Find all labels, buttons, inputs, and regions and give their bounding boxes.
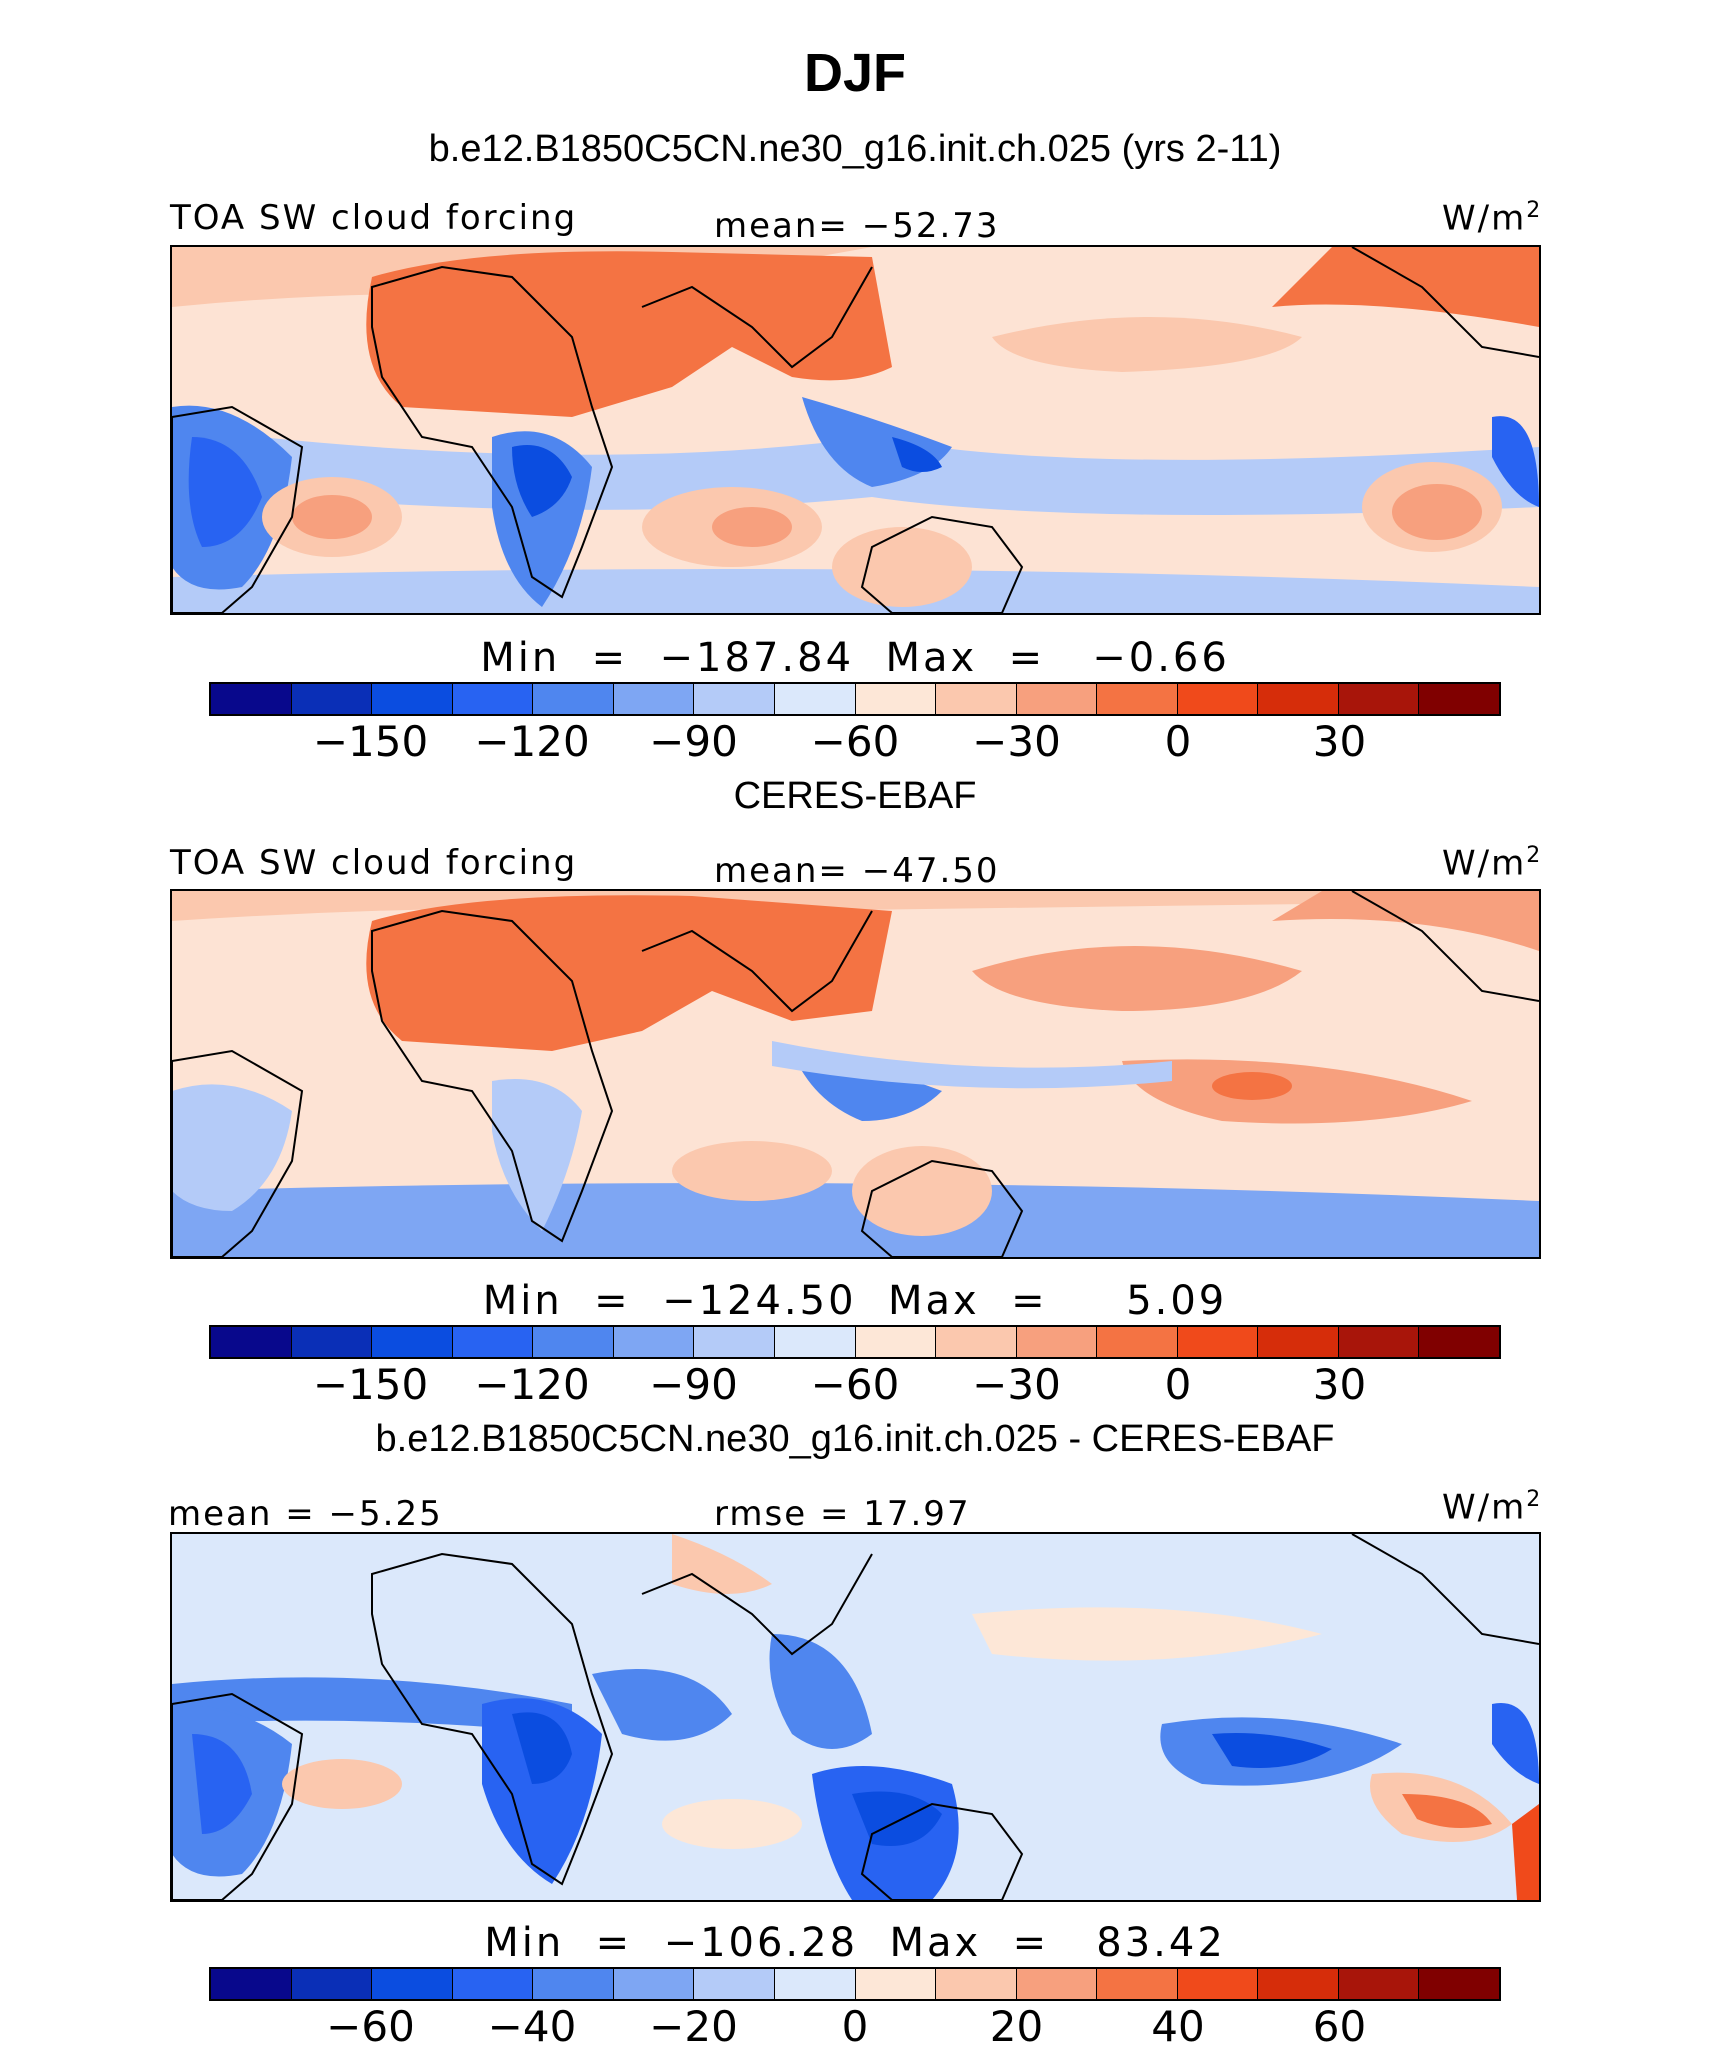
colorbar-cell (855, 1969, 937, 1999)
colorbar-tick-label: 0 (841, 2002, 869, 2051)
colorbar-tick-label: −30 (972, 717, 1061, 766)
colorbar-tick-label: 30 (1312, 717, 1367, 766)
colorbar-tick-label: −40 (487, 2002, 577, 2051)
panel-3-title: b.e12.B1850C5CN.ne30_g16.init.ch.025 - C… (375, 1418, 1335, 1460)
panel-2-colorbar (209, 1325, 1501, 1359)
colorbar-cell (774, 684, 856, 714)
colorbar-cell (1258, 1327, 1339, 1357)
colorbar-cell (694, 684, 775, 714)
panel-1-colorbar-ticks: −150 −120 −90 −60 −30 0 30 (209, 717, 1501, 766)
panel-3-colorbar-ticks: −60 −40 −20 0 20 40 60 (209, 2002, 1501, 2051)
colorbar-cell (1338, 684, 1420, 714)
colorbar-tick-label: 0 (1164, 717, 1192, 766)
panel-2-min-max: Min = −124.50 Max = 5.09 (482, 1278, 1228, 1324)
colorbar-tick-label: −120 (474, 717, 590, 766)
colorbar-cell (1016, 684, 1098, 714)
colorbar-cell (936, 684, 1017, 714)
panel-1-map (170, 245, 1541, 615)
colorbar-cell (855, 1327, 937, 1357)
colorbar-cell (533, 1327, 614, 1357)
colorbar-cell (533, 1969, 614, 1999)
colorbar-tick-label: −60 (810, 1360, 900, 1409)
colorbar-cell (694, 1327, 775, 1357)
colorbar-cell (372, 1327, 453, 1357)
panel-3-map (170, 1532, 1541, 1902)
panel-2-title: CERES-EBAF (733, 775, 977, 817)
colorbar-cell (613, 1969, 695, 1999)
colorbar-cell (1258, 684, 1339, 714)
colorbar-cell (291, 1327, 373, 1357)
panel-1-units-label: W/m2 (1442, 198, 1543, 239)
colorbar-cell (1097, 1327, 1178, 1357)
colorbar-cell (936, 1969, 1017, 1999)
colorbar-cell (1419, 1327, 1499, 1357)
colorbar-cell (774, 1327, 856, 1357)
panel-2-colorbar-ticks: −150 −120 −90 −60 −30 0 30 (209, 1360, 1501, 1409)
colorbar-cell (1419, 684, 1499, 714)
colorbar-cell (1177, 1327, 1259, 1357)
colorbar-cell (613, 684, 695, 714)
colorbar-cell (452, 684, 534, 714)
colorbar-tick-label: −150 (312, 717, 429, 766)
panel-1-min-max: Min = −187.84 Max = −0.66 (480, 635, 1230, 681)
panel-2-map (170, 889, 1541, 1259)
colorbar-cell (211, 1327, 292, 1357)
colorbar-cell (533, 684, 614, 714)
colorbar-tick-label: 0 (1164, 1360, 1192, 1409)
colorbar-tick-label: −60 (810, 717, 900, 766)
panel-3-rmse-label: rmse = 17.97 (714, 1494, 971, 1534)
colorbar-cell (855, 684, 937, 714)
colorbar-cell (1258, 1969, 1339, 1999)
colorbar-cell (291, 1969, 373, 1999)
colorbar-cell (1338, 1969, 1420, 1999)
colorbar-cell (211, 684, 292, 714)
page-title: DJF (803, 43, 906, 103)
colorbar-cell (291, 684, 373, 714)
colorbar-tick-label: −30 (972, 1360, 1061, 1409)
colorbar-cell (1016, 1969, 1098, 1999)
panel-2-variable-label: TOA SW cloud forcing (170, 843, 578, 883)
colorbar-cell (1177, 1969, 1259, 1999)
colorbar-cell (372, 684, 453, 714)
colorbar-tick-label: −20 (649, 2002, 738, 2051)
colorbar-tick-label: −120 (474, 1360, 590, 1409)
colorbar-tick-label: 20 (989, 2002, 1044, 2051)
panel-1-variable-label: TOA SW cloud forcing (170, 198, 578, 238)
colorbar-tick-label: −60 (326, 2002, 415, 2051)
colorbar-cell (452, 1327, 534, 1357)
colorbar-tick-label: 60 (1312, 2002, 1367, 2051)
colorbar-cell (1419, 1969, 1499, 1999)
colorbar-cell (1177, 684, 1259, 714)
colorbar-cell (1097, 684, 1178, 714)
colorbar-cell (936, 1327, 1017, 1357)
panel-2-mean-label: mean= −47.50 (714, 851, 1000, 891)
colorbar-cell (694, 1969, 775, 1999)
colorbar-tick-label: −150 (312, 1360, 429, 1409)
colorbar-tick-label: 40 (1151, 2002, 1205, 2051)
panel-3-mean-label: mean = −5.25 (168, 1494, 443, 1534)
panel-1-colorbar (209, 682, 1501, 716)
colorbar-cell (452, 1969, 534, 1999)
colorbar-tick-label: 30 (1312, 1360, 1367, 1409)
colorbar-cell (1097, 1969, 1178, 1999)
colorbar-cell (613, 1327, 695, 1357)
colorbar-cell (1016, 1327, 1098, 1357)
panel-3-colorbar (209, 1967, 1501, 2001)
colorbar-cell (372, 1969, 453, 1999)
panel-2-units-label: W/m2 (1442, 843, 1543, 884)
panel-3-units-label: W/m2 (1442, 1487, 1543, 1528)
panel-3-min-max: Min = −106.28 Max = 83.42 (484, 1920, 1226, 1966)
panel-1-title: b.e12.B1850C5CN.ne30_g16.init.ch.025 (yr… (428, 128, 1282, 170)
colorbar-cell (1338, 1327, 1420, 1357)
colorbar-cell (211, 1969, 292, 1999)
colorbar-tick-label: −90 (649, 717, 738, 766)
panel-1-mean-label: mean= −52.73 (714, 206, 1000, 246)
colorbar-tick-label: −90 (649, 1360, 738, 1409)
colorbar-cell (774, 1969, 856, 1999)
